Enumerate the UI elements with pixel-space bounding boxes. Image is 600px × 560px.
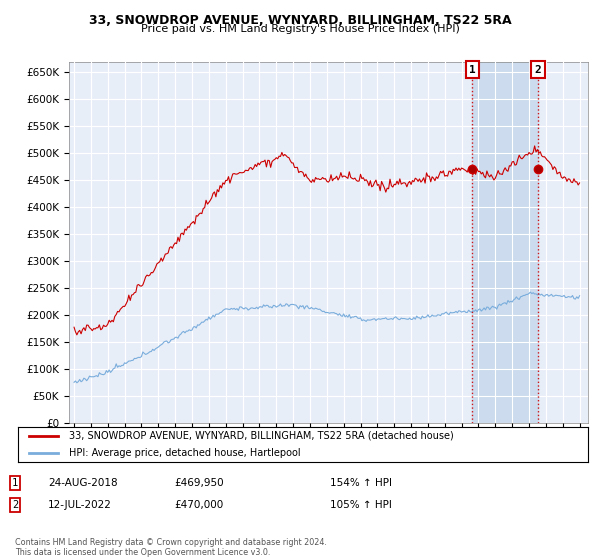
Text: 2: 2 <box>12 500 18 510</box>
Text: 2: 2 <box>535 64 541 74</box>
Text: 1: 1 <box>469 64 476 74</box>
Text: £470,000: £470,000 <box>174 500 223 510</box>
Text: HPI: Average price, detached house, Hartlepool: HPI: Average price, detached house, Hart… <box>70 449 301 458</box>
Text: £469,950: £469,950 <box>174 478 224 488</box>
Text: 24-AUG-2018: 24-AUG-2018 <box>48 478 118 488</box>
Text: 1: 1 <box>12 478 18 488</box>
Text: 105% ↑ HPI: 105% ↑ HPI <box>330 500 392 510</box>
Text: Price paid vs. HM Land Registry's House Price Index (HPI): Price paid vs. HM Land Registry's House … <box>140 24 460 34</box>
Text: 33, SNOWDROP AVENUE, WYNYARD, BILLINGHAM, TS22 5RA (detached house): 33, SNOWDROP AVENUE, WYNYARD, BILLINGHAM… <box>70 431 454 441</box>
Text: Contains HM Land Registry data © Crown copyright and database right 2024.
This d: Contains HM Land Registry data © Crown c… <box>15 538 327 557</box>
Bar <box>472 62 538 423</box>
Text: 12-JUL-2022: 12-JUL-2022 <box>48 500 112 510</box>
Text: 154% ↑ HPI: 154% ↑ HPI <box>330 478 392 488</box>
Text: 33, SNOWDROP AVENUE, WYNYARD, BILLINGHAM, TS22 5RA: 33, SNOWDROP AVENUE, WYNYARD, BILLINGHAM… <box>89 14 511 27</box>
